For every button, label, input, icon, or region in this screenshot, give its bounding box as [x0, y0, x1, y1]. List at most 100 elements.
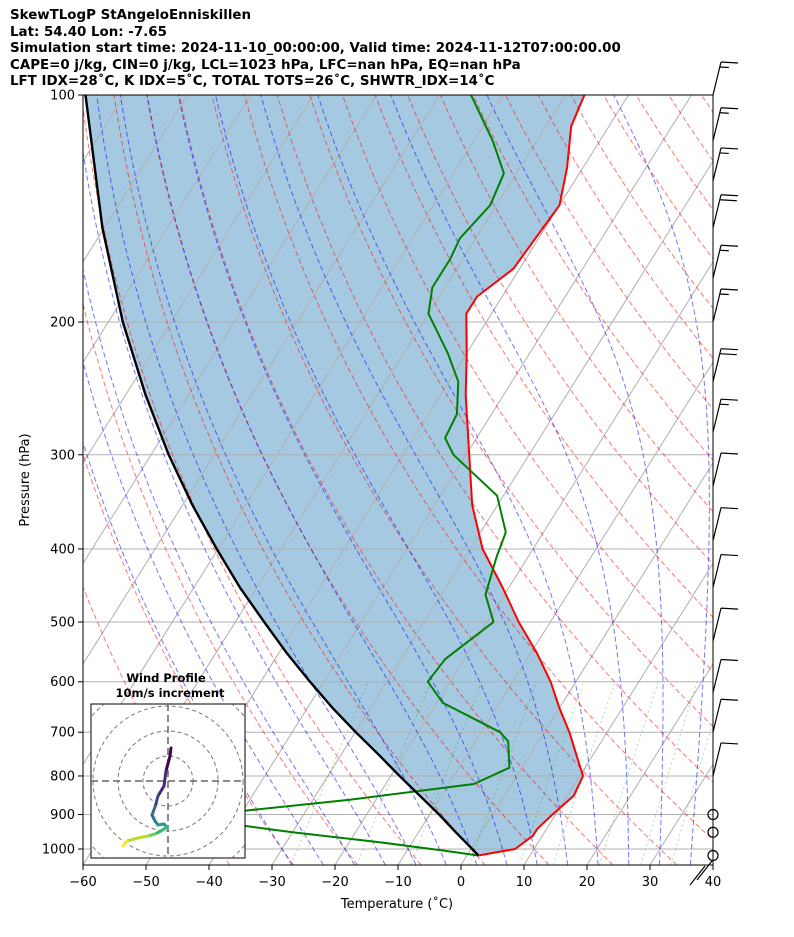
title-line-indices: LFT IDX=28˚C, K IDX=5˚C, TOTAL TOTS=26˚C… [10, 74, 495, 89]
moist-adiabat [146, 95, 478, 865]
moist-adiabat [83, 360, 324, 865]
hodograph-segment [156, 784, 166, 798]
hodograph-inset: Wind Profile 10m/s increment [90, 671, 246, 859]
title-line-location: Lat: 54.40 Lon: -7.65 [10, 24, 167, 40]
wind-barb [712, 348, 739, 382]
moist-adiabat [215, 95, 538, 865]
dry-adiabat [146, 95, 550, 865]
wind-barb [712, 147, 739, 182]
x-tick-label: 30 [642, 875, 659, 890]
wind-barb [712, 244, 739, 279]
y-tick-label: 1000 [42, 843, 75, 858]
moist-adiabat [119, 95, 447, 865]
dry-adiabat [700, 95, 713, 113]
dry-adiabat [244, 95, 713, 841]
moist-adiabat [721, 95, 771, 865]
mixing-ratio-line [552, 681, 616, 865]
x-axis: −60 −50 −40 −30 −20 −10 0 10 20 30 40 [69, 865, 721, 890]
y-tick-label: 700 [50, 726, 75, 741]
hodograph-segment [153, 794, 160, 809]
y-tick-label: 100 [50, 89, 75, 104]
isotherm-gridline [523, 562, 713, 865]
hodograph-segment [164, 754, 172, 773]
hodograph-segment [162, 769, 168, 788]
isotherm-gridline [83, 95, 377, 565]
dry-adiabat [83, 103, 422, 865]
dry-adiabat [668, 95, 713, 162]
y-tick-label: 400 [50, 542, 75, 557]
isotherm-gridline [83, 95, 314, 464]
dry-adiabat [341, 95, 713, 673]
x-tick-label: 10 [516, 875, 533, 890]
mixing-ratio-line [598, 681, 659, 865]
x-tick-label: 40 [705, 875, 722, 890]
wind-barb [712, 698, 739, 733]
y-tick-label: 300 [50, 448, 75, 463]
y-tick-label: 900 [50, 808, 75, 823]
wind-barb [712, 61, 739, 96]
wind-barb [712, 607, 739, 642]
x-tick-label: −10 [384, 875, 411, 890]
moist-adiabat [753, 95, 794, 865]
wind-barb-calm [707, 808, 719, 821]
isotherm-gridline [83, 95, 251, 364]
moist-adiabat [260, 95, 569, 865]
dry-adiabat [276, 95, 713, 784]
dry-adiabat [83, 301, 358, 865]
chart-title: SkewTLogP StAngeloEnniskillen Lat: 54.40… [10, 8, 790, 91]
title-line-station: SkewTLogP StAngeloEnniskillen [10, 8, 252, 23]
wind-barb-calm [707, 849, 719, 862]
hodograph-segment [125, 836, 140, 843]
isotherm-gridline [334, 260, 713, 865]
dry-adiabat [178, 95, 614, 865]
x-tick-label: −40 [195, 875, 222, 890]
dry-adiabat [83, 585, 231, 865]
wind-barb [712, 107, 739, 141]
hodograph-segment [136, 834, 150, 840]
x-tick-label: −60 [69, 875, 96, 890]
wind-barb [712, 452, 739, 487]
mixing-ratio-line [640, 681, 698, 865]
wind-barb-calm [707, 826, 719, 838]
isotherm-gridline [83, 95, 188, 263]
dry-adiabat [767, 95, 794, 865]
dry-adiabat [505, 95, 713, 410]
y-tick-label: 500 [50, 616, 75, 631]
wind-barb [689, 865, 706, 886]
y-tick-label: 600 [50, 675, 75, 690]
moist-adiabats [83, 95, 794, 865]
isotherm-gridline [712, 864, 713, 865]
moist-adiabat [96, 95, 417, 865]
mixing-ratio-line [670, 720, 713, 865]
dry-adiabat [113, 95, 486, 865]
moist-adiabat [613, 95, 710, 865]
y-tick-label: 800 [50, 769, 75, 784]
y-axis-label: Pressure (hPa) [18, 433, 33, 526]
isotherm-gridline [649, 763, 713, 865]
x-tick-label: −20 [321, 875, 348, 890]
inset-title: Wind Profile [126, 671, 206, 685]
dry-adiabat [407, 95, 713, 565]
wind-barb [712, 194, 739, 228]
temperature-line [464, 95, 586, 857]
dry-adiabats [83, 95, 794, 865]
parcel-line [84, 95, 480, 857]
isotherm-gridline [460, 461, 713, 865]
isotherm-gridline [586, 662, 713, 865]
y-tick-label: 200 [50, 315, 75, 330]
title-line-times: Simulation start time: 2024-11-10_00:00:… [10, 41, 621, 56]
wind-barb [712, 742, 739, 777]
wind-barb [712, 507, 739, 541]
wind-barb [696, 860, 713, 881]
mixing-ratio-line [410, 681, 483, 865]
dry-adiabat [83, 452, 294, 865]
y-axis: 100 200 300 400 500 600 700 800 900 1000 [42, 89, 83, 858]
wind-barb [712, 288, 739, 323]
x-axis-label: Temperature (˚C) [340, 896, 453, 912]
isotherm-gridline [208, 95, 692, 865]
dry-adiabat [374, 95, 713, 619]
x-tick-label: 0 [457, 875, 465, 890]
mixing-ratio-line [290, 681, 369, 865]
dry-adiabat [439, 95, 713, 513]
